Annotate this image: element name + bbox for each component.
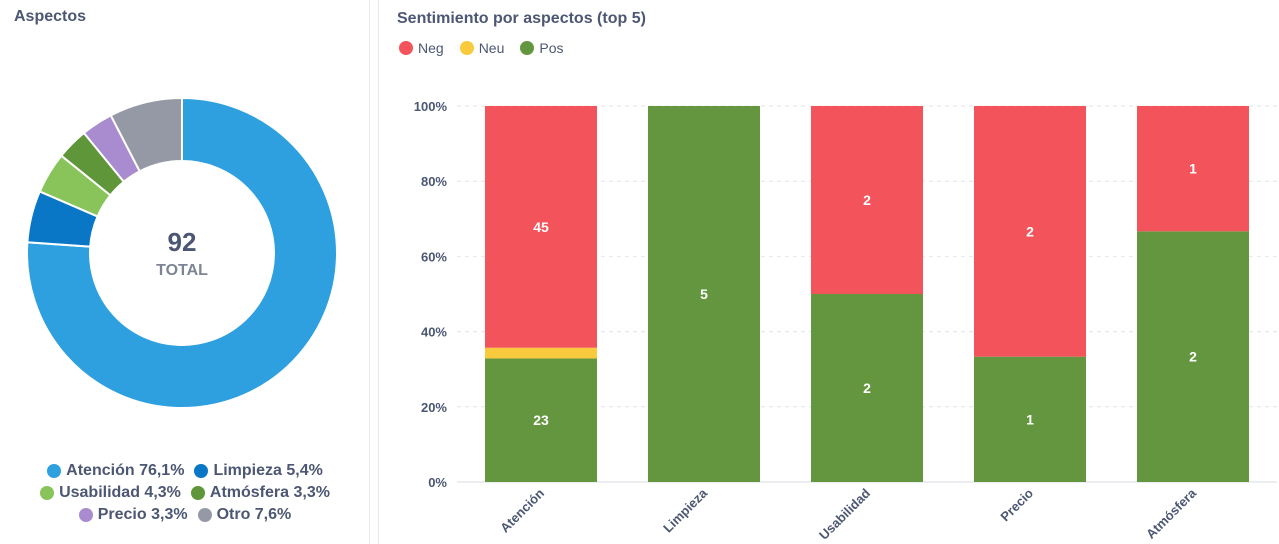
bar-value-label: 45 [533, 219, 549, 235]
x-category-label: Limpieza [660, 485, 710, 535]
y-tick-label: 20% [421, 400, 447, 415]
legend-dot-icon [78, 508, 93, 522]
x-category-label: Precio [997, 485, 1036, 524]
donut-legend-label: Precio 3,3% [97, 506, 188, 523]
bar-legend-item-pos[interactable]: Pos [520, 40, 564, 56]
bar-segment-usabilidad-neg[interactable] [811, 106, 923, 294]
legend-dot-icon [47, 464, 62, 478]
bar-segment-usabilidad-pos[interactable] [811, 294, 923, 482]
bar-segment-precio-neg[interactable] [974, 106, 1086, 357]
bar-segment-atmosfera-neg[interactable] [1137, 106, 1249, 232]
sentimiento-title: Sentimiento por aspectos (top 5) [397, 10, 646, 27]
bar-segment-precio-pos[interactable] [974, 356, 1086, 482]
donut-legend-label: Atmósfera 3,3% [209, 484, 330, 501]
bar-value-label: 23 [533, 412, 549, 428]
bar-legend: Neg Neu Pos [399, 40, 564, 56]
donut-legend-label: Atención 76,1% [66, 462, 185, 479]
bar-value-label: 2 [863, 192, 871, 208]
donut-legend-label: Otro 7,6% [216, 506, 292, 523]
donut-legend-item-limpieza[interactable]: Limpieza 5,4% [194, 460, 323, 482]
y-tick-label: 40% [421, 325, 447, 340]
donut-legend-item-usabilidad[interactable]: Usabilidad 4,3% [40, 482, 181, 504]
bar-value-label: 5 [700, 286, 708, 302]
donut-legend-label: Usabilidad 4,3% [59, 484, 181, 501]
legend-dot-icon [399, 41, 413, 55]
donut-total-value: 92 [168, 227, 197, 257]
bar-legend-item-neu[interactable]: Neu [459, 40, 505, 56]
bar-legend-label: Neg [418, 40, 444, 56]
bar-value-label: 2 [863, 380, 871, 396]
bar-segment-atmosfera-pos[interactable] [1137, 231, 1249, 482]
legend-dot-icon [40, 486, 55, 500]
bar-value-label: 1 [1189, 161, 1197, 177]
stacked-bar-chart: 0% 20% 40% 60% 80% 100% 23 45 Atención 5 Limpieza 2… [414, 99, 1277, 543]
donut-legend-item-precio[interactable]: Precio 3,3% [78, 504, 188, 526]
donut-chart: 92 TOTAL [26, 96, 338, 409]
donut-slice-atencion[interactable] [26, 96, 338, 409]
bar-legend-label: Neu [478, 40, 505, 56]
x-category-label: Usabilidad [816, 485, 873, 542]
bar-value-label: 1 [1026, 411, 1034, 427]
legend-dot-icon [197, 508, 212, 522]
y-tick-label: 100% [414, 99, 448, 114]
bar-segment-atencion-pos[interactable] [485, 358, 597, 482]
bar-marks [485, 106, 1249, 482]
bar-segment-atencion-neu[interactable] [485, 347, 597, 359]
bar-value-label: 2 [1189, 349, 1197, 365]
bar-legend-item-neg[interactable]: Neg [399, 40, 444, 56]
x-category-label: Atmósfera [1143, 485, 1200, 542]
donut-legend-item-atmosfera[interactable]: Atmósfera 3,3% [190, 482, 330, 504]
legend-dot-icon [459, 41, 474, 55]
donut-legend-row: Atención 76,1% Limpieza 5,4% [0, 460, 370, 482]
donut-legend-item-atencion[interactable]: Atención 76,1% [47, 460, 184, 482]
donut-slices [26, 96, 338, 409]
donut-total-label: TOTAL [156, 262, 208, 279]
donut-legend-item-otro[interactable]: Otro 7,6% [197, 504, 292, 526]
legend-dot-icon [520, 41, 535, 55]
y-tick-label: 60% [421, 249, 447, 264]
donut-legend-row: Precio 3,3% Otro 7,6% [0, 504, 370, 526]
bar-value-label: 2 [1026, 223, 1034, 239]
aspectos-panel: Aspectos 92 TOTAL Atención 76,1% Limpieza… [0, 0, 370, 544]
donut-legend-label: Limpieza 5,4% [213, 462, 323, 479]
donut-legend-row: Usabilidad 4,3% Atmósfera 3,3% [0, 482, 370, 504]
bar-segment-atencion-neg[interactable] [485, 106, 597, 348]
legend-dot-icon [190, 486, 205, 500]
donut-legend: Atención 76,1% Limpieza 5,4% Usabilidad 4,… [0, 460, 370, 526]
donut-slice-otro[interactable] [109, 96, 183, 173]
aspectos-title: Aspectos [14, 8, 87, 25]
bar-segment-limpieza-pos[interactable] [648, 106, 760, 482]
sentimiento-panel: Sentimiento por aspectos (top 5) Neg Neu P… [378, 0, 1279, 544]
y-tick-label: 0% [428, 475, 447, 490]
bar-legend-label: Pos [539, 40, 564, 56]
y-tick-label: 80% [421, 174, 447, 189]
legend-dot-icon [194, 464, 209, 478]
x-category-label: Atención [497, 485, 547, 535]
